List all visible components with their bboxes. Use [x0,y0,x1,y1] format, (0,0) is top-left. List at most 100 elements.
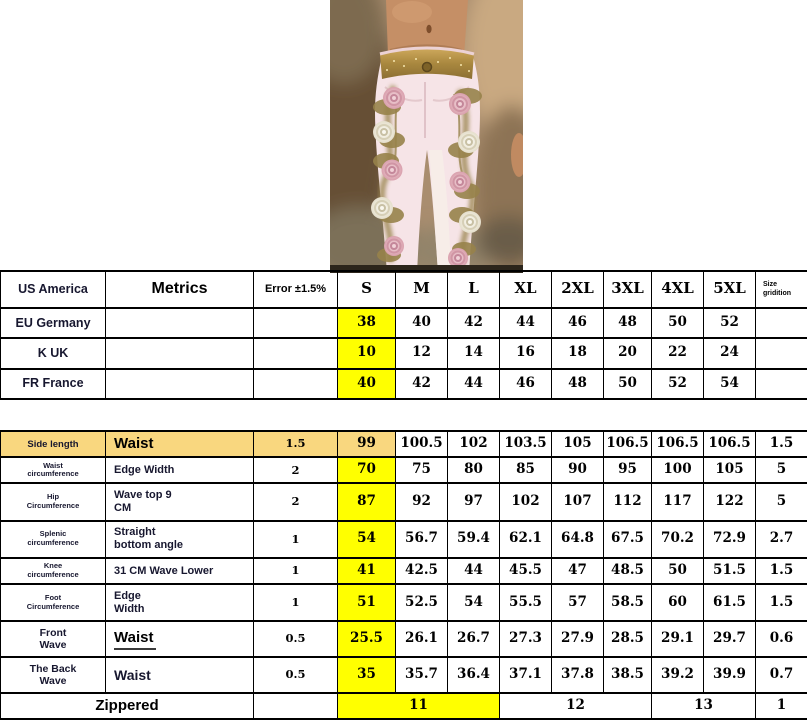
size-value: 90 [551,456,604,485]
empty-cell [755,367,807,401]
measure-label: The Back Wave [0,656,106,694]
size-value: 37.8 [551,656,604,694]
size-value: 27.3 [499,620,552,659]
size-value: 52 [651,367,704,401]
header-size-5xl: 5XL [703,270,756,309]
size-value: 60 [651,583,704,623]
size-value: 26.7 [447,620,500,659]
zipper-value-sml: 11 [337,691,500,720]
size-value: 67.5 [603,519,652,559]
header-size-2xl: 2XL [551,270,604,309]
measure-row-front-wave: Front Wave Waist 0.5 25.5 26.1 26.7 27.3… [0,620,807,659]
size-value: 106.5 [703,429,756,459]
measure-label: Hip Circumference [0,482,106,522]
size-value: 10 [337,337,396,370]
size-value: 40 [337,367,396,401]
size-value: 46 [551,306,604,340]
size-value: 100.5 [395,429,448,459]
empty-cell [105,367,254,401]
size-value: 100 [651,456,704,485]
error-value: 2 [253,482,338,522]
size-value: 25.5 [337,620,396,659]
size-value: 106.5 [603,429,652,459]
header-metrics: Metrics [105,270,254,309]
gradation-value: 1.5 [755,429,807,459]
size-value: 85 [499,456,552,485]
gradation-value: 0.6 [755,620,807,659]
size-value: 59.4 [447,519,500,559]
measure-row-waist: Waist circumference Edge Width 2 70 75 8… [0,456,807,485]
metric-label: Waist [105,429,254,459]
size-value: 37.1 [499,656,552,694]
size-value: 38.5 [603,656,652,694]
metric-label: Edge Width [105,456,254,485]
size-value: 22 [651,337,704,370]
size-value: 46 [499,367,552,401]
size-value: 50 [651,556,704,586]
size-value: 57 [551,583,604,623]
header-us-america: US America [0,270,106,309]
metric-label: Wave top 9 CM [105,482,254,522]
size-value: 54 [337,519,396,559]
error-value: 1 [253,519,338,559]
photo-bottom-edge [330,265,523,273]
empty-cell [253,306,338,340]
measure-label: Front Wave [0,620,106,659]
header-size-xl: XL [499,270,552,309]
size-value: 26.1 [395,620,448,659]
zipper-label: Zippered [0,691,254,720]
header-size-l: L [447,270,500,309]
size-value: 50 [651,306,704,340]
size-value: 35 [337,656,396,694]
size-value: 42 [447,306,500,340]
jeans-illustration [298,0,552,283]
size-value: 14 [447,337,500,370]
conversion-row-eu: EU Germany 38 40 42 44 46 48 50 52 [0,306,807,340]
size-value: 42.5 [395,556,448,586]
size-value: 39.2 [651,656,704,694]
header-size-gradation: Size gridition [755,270,807,309]
zipper-value-4xl-5xl: 13 [651,691,756,720]
size-value: 95 [603,456,652,485]
size-value: 52.5 [395,583,448,623]
header-size-s: S [337,270,396,309]
gradation-value: 0.7 [755,656,807,694]
size-value: 106.5 [651,429,704,459]
empty-cell [253,691,338,720]
metric-label: Waist [105,656,254,694]
size-value: 12 [395,337,448,370]
measure-row-hip: Hip Circumference Wave top 9 CM 2 87 92 … [0,482,807,522]
row-label: K UK [0,337,106,370]
size-value: 87 [337,482,396,522]
size-value: 48 [551,367,604,401]
size-value: 55.5 [499,583,552,623]
size-value: 41 [337,556,396,586]
size-value: 29.1 [651,620,704,659]
metric-label: Edge Width [105,583,254,623]
size-value: 51 [337,583,396,623]
measure-row-side-length: Side length Waist 1.5 99 100.5 102 103.5… [0,429,807,459]
header-row: US America Metrics Error ±1.5% S M L XL … [0,270,807,309]
measurements-table: Side length Waist 1.5 99 100.5 102 103.5… [0,429,807,720]
size-value: 51.5 [703,556,756,586]
size-value: 58.5 [603,583,652,623]
size-value: 70 [337,456,396,485]
size-value: 44 [447,367,500,401]
rose-appliques-right [448,88,482,268]
empty-cell [755,306,807,340]
size-value: 38 [337,306,396,340]
zipper-row: Zippered 11 12 13 1 [0,691,807,720]
row-label: FR France [0,367,106,401]
empty-cell [755,337,807,370]
header-size-4xl: 4XL [651,270,704,309]
jeans [371,46,482,273]
measure-label: Waist circumference [0,456,106,485]
error-value: 1 [253,583,338,623]
gradation-value: 5 [755,482,807,522]
size-value: 20 [603,337,652,370]
measure-label: Side length [0,429,106,459]
size-value: 64.8 [551,519,604,559]
size-value: 44 [499,306,552,340]
error-value: 0.5 [253,620,338,659]
